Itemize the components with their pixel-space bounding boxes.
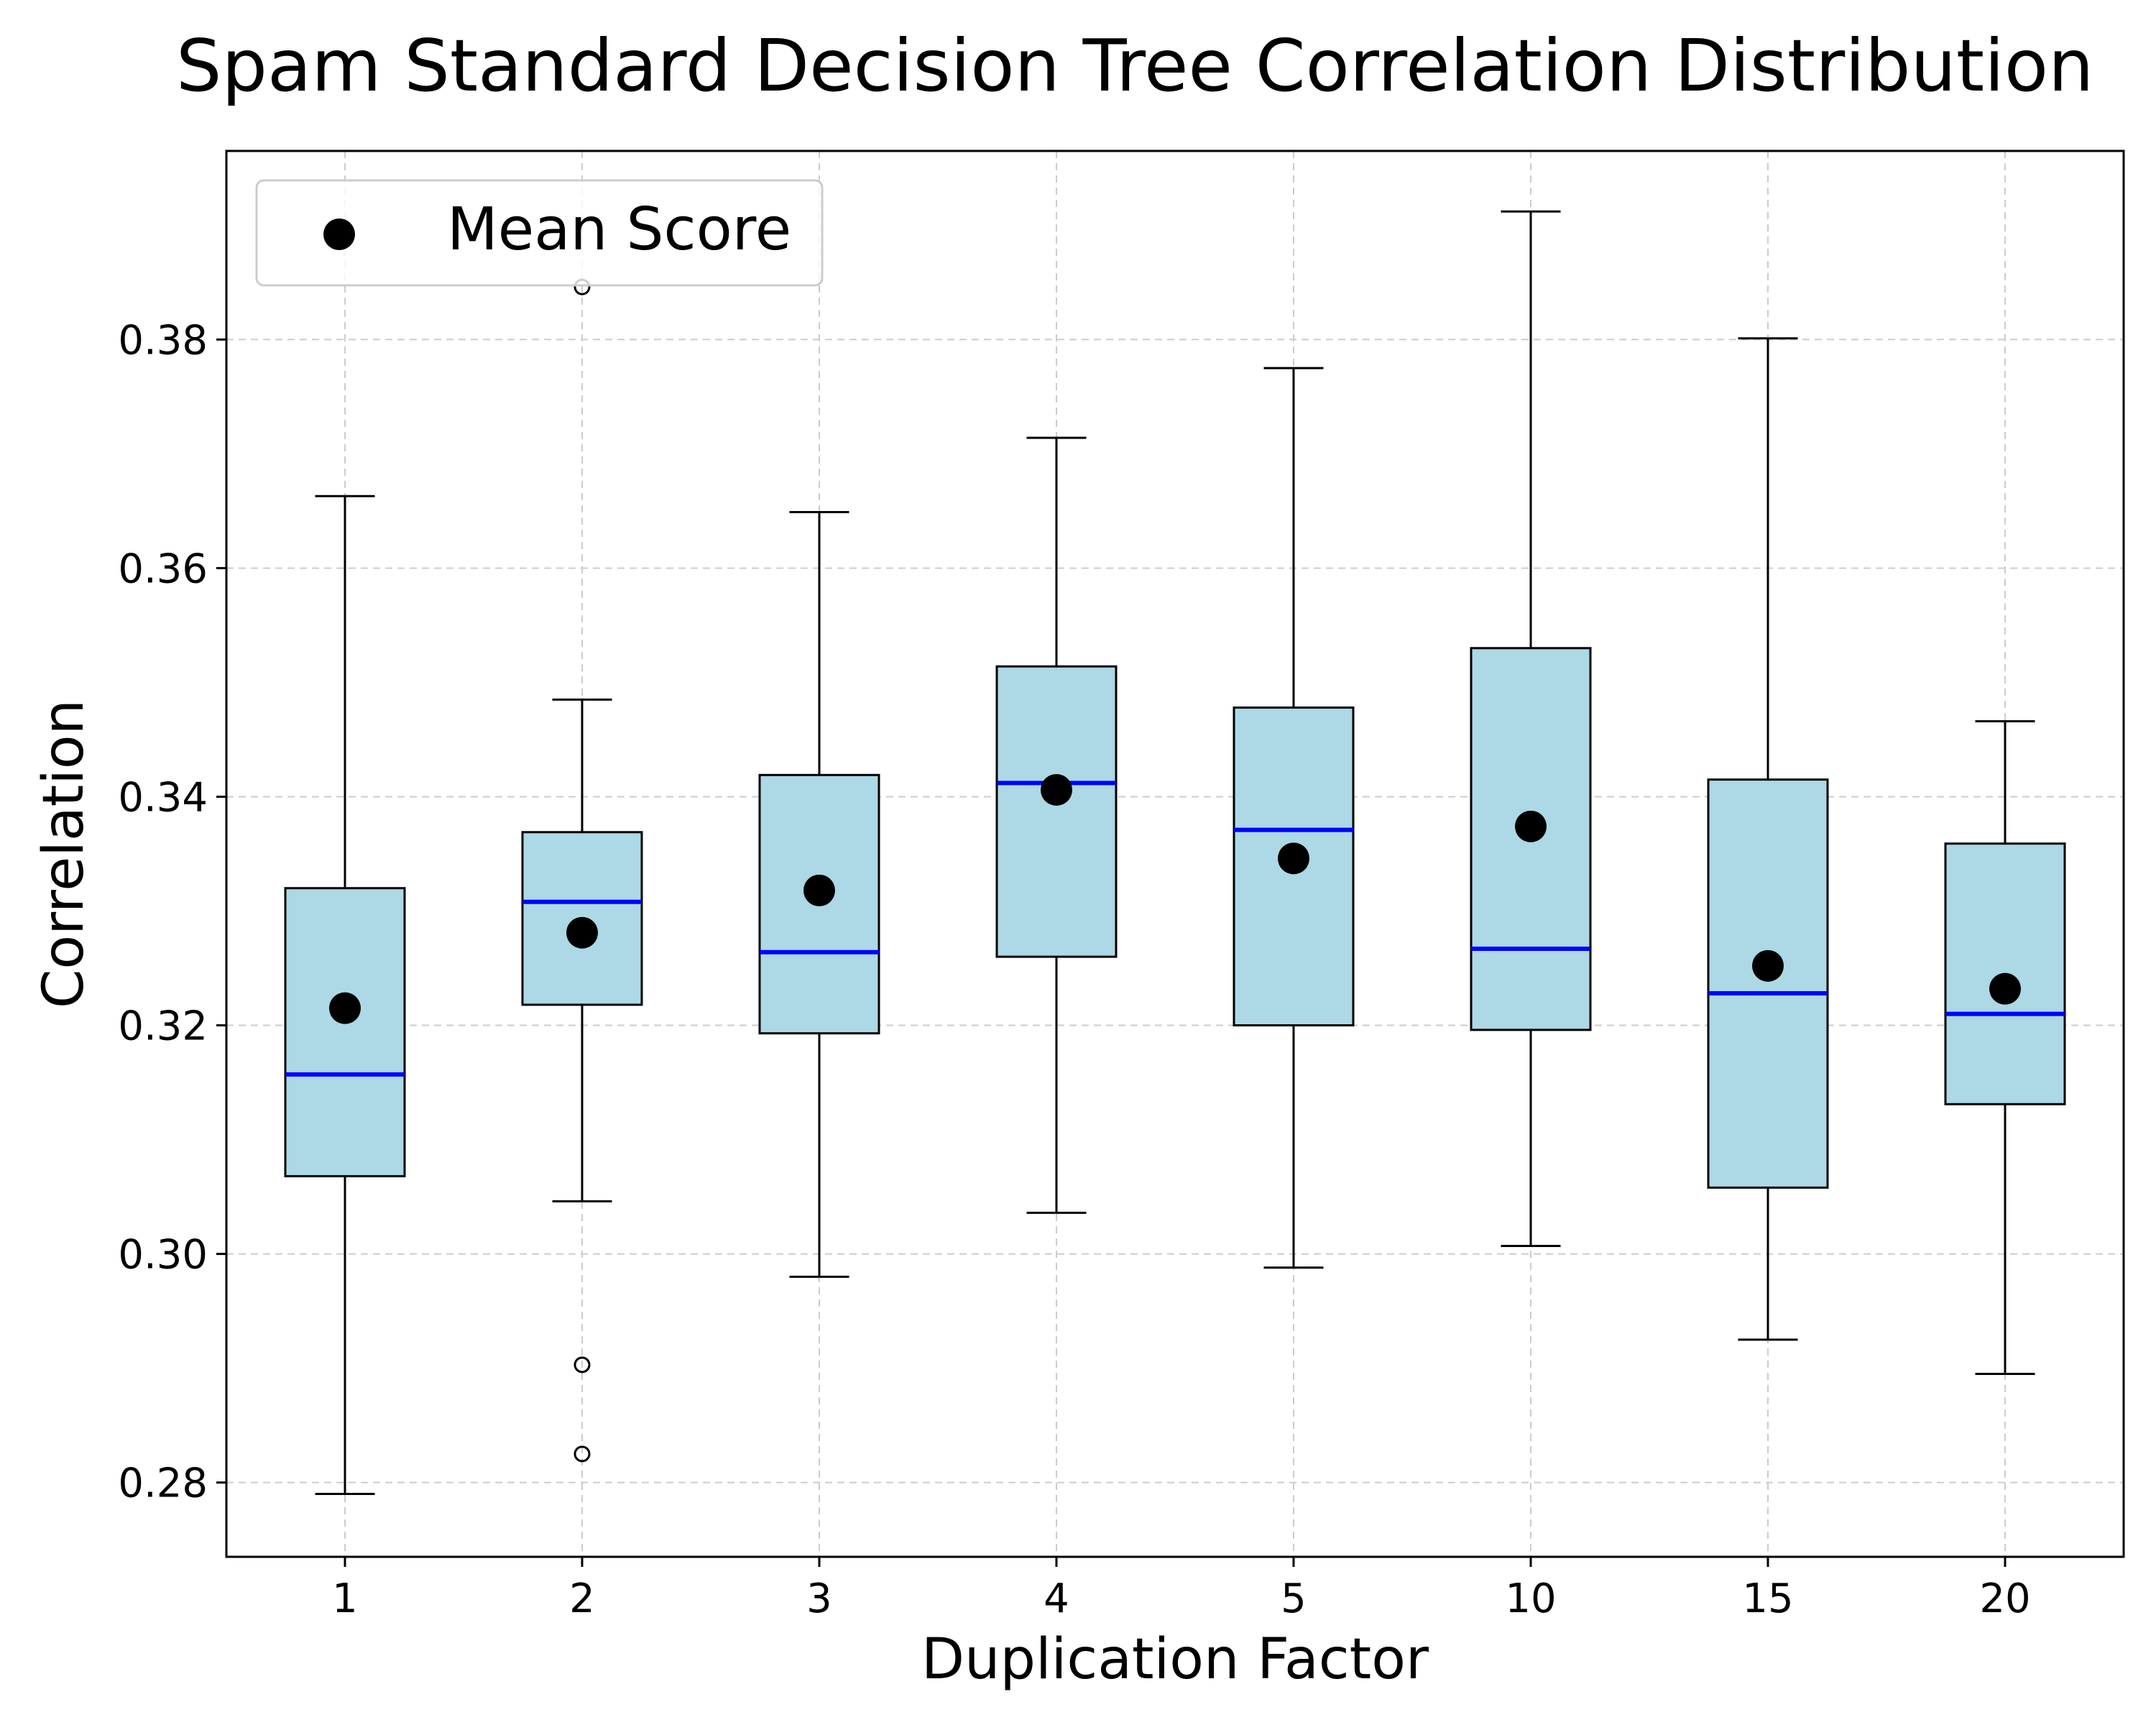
y-tick-label: 0.36 [118,546,208,592]
box-group [1233,367,1355,1269]
legend: Mean Score [255,179,824,287]
legend-mean-label: Mean Score [447,196,791,264]
box-iqr [1707,778,1829,1189]
x-tick-label: 20 [1979,1576,2030,1622]
box-group [521,278,643,1463]
y-tick-label: 0.30 [118,1232,208,1279]
y-axis-label: Correlation [32,699,96,1008]
x-tick-label: 15 [1742,1576,1793,1622]
mean-marker [1752,949,1784,982]
legend-mean-marker [323,218,355,250]
legend-box [255,179,824,287]
y-tick-label: 0.38 [118,317,208,364]
mean-marker [566,916,598,949]
x-tick-label: 1 [332,1576,358,1622]
mean-marker [1278,842,1309,875]
y-tick-label: 0.28 [118,1460,208,1507]
mean-marker [1515,810,1547,842]
x-axis-label: Duplication Factor [921,1627,1429,1692]
mean-marker [1989,972,2021,1005]
box-group [284,494,406,1496]
outlier-point [573,1356,591,1374]
box-iqr [995,665,1118,958]
axis-ticks: 0.28 0.30 0.32 0.34 0.36 0.38 1 2 3 4 5 10 15 20 [118,317,2030,1622]
outlier-point [573,1445,591,1463]
box-group [995,436,1118,1214]
x-tick-label: 4 [1044,1576,1069,1622]
mean-marker [1041,773,1072,806]
grid [226,151,2124,1557]
chart-title: Spam Standard Decision Tree Correlation … [176,24,2093,108]
x-tick-label: 3 [806,1576,832,1622]
box-group [1944,720,2066,1376]
box-group [1470,210,1592,1247]
box-group [1707,337,1829,1341]
box-iqr [284,887,406,1177]
mean-marker [803,874,835,906]
mean-marker [329,992,361,1024]
x-tick-label: 10 [1505,1576,1556,1622]
box-series [284,210,2066,1496]
box-group [758,511,880,1278]
plot-area-frame [225,150,2125,1558]
y-tick-label: 0.34 [118,774,208,821]
x-tick-label: 2 [569,1576,595,1622]
y-tick-label: 0.32 [118,1003,208,1050]
x-tick-label: 5 [1281,1576,1307,1622]
